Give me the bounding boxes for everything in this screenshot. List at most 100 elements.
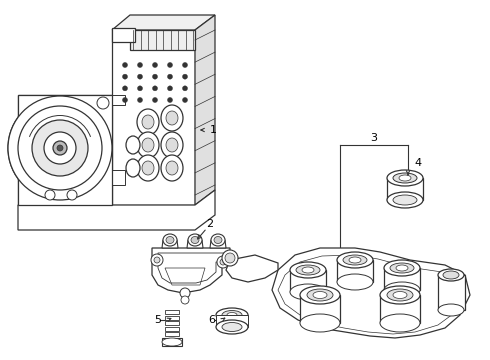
Ellipse shape bbox=[307, 289, 333, 301]
Polygon shape bbox=[18, 190, 215, 230]
Polygon shape bbox=[195, 15, 215, 205]
Ellipse shape bbox=[44, 132, 76, 164]
Ellipse shape bbox=[399, 175, 411, 181]
Polygon shape bbox=[337, 260, 373, 282]
Ellipse shape bbox=[122, 86, 127, 91]
Ellipse shape bbox=[313, 292, 327, 298]
Polygon shape bbox=[290, 270, 326, 292]
Polygon shape bbox=[112, 170, 125, 185]
Ellipse shape bbox=[438, 269, 464, 281]
Ellipse shape bbox=[296, 265, 320, 275]
Ellipse shape bbox=[32, 120, 88, 176]
Ellipse shape bbox=[387, 170, 423, 186]
Ellipse shape bbox=[53, 141, 67, 155]
Ellipse shape bbox=[337, 274, 373, 290]
Ellipse shape bbox=[181, 296, 189, 304]
Ellipse shape bbox=[67, 190, 77, 200]
Ellipse shape bbox=[393, 195, 417, 205]
Ellipse shape bbox=[396, 265, 408, 271]
Polygon shape bbox=[130, 30, 195, 50]
Polygon shape bbox=[112, 95, 125, 105]
Polygon shape bbox=[226, 255, 278, 282]
Ellipse shape bbox=[290, 284, 326, 300]
Ellipse shape bbox=[337, 252, 373, 268]
Ellipse shape bbox=[8, 96, 112, 200]
Polygon shape bbox=[112, 28, 135, 42]
Polygon shape bbox=[165, 315, 179, 320]
Ellipse shape bbox=[387, 289, 413, 301]
Polygon shape bbox=[152, 248, 230, 293]
Polygon shape bbox=[387, 178, 423, 200]
Ellipse shape bbox=[182, 98, 188, 103]
Text: 6: 6 bbox=[209, 315, 216, 325]
Polygon shape bbox=[165, 327, 179, 330]
Ellipse shape bbox=[384, 282, 420, 298]
Ellipse shape bbox=[180, 288, 190, 298]
Ellipse shape bbox=[138, 74, 143, 79]
Ellipse shape bbox=[182, 86, 188, 91]
Ellipse shape bbox=[216, 320, 248, 334]
Ellipse shape bbox=[161, 132, 183, 158]
Ellipse shape bbox=[302, 267, 314, 273]
Ellipse shape bbox=[97, 97, 109, 109]
Ellipse shape bbox=[343, 255, 367, 265]
Ellipse shape bbox=[300, 314, 340, 332]
Ellipse shape bbox=[443, 271, 459, 279]
Polygon shape bbox=[165, 310, 179, 314]
Ellipse shape bbox=[161, 105, 183, 131]
Ellipse shape bbox=[168, 63, 172, 68]
Ellipse shape bbox=[222, 250, 238, 266]
Ellipse shape bbox=[211, 234, 225, 246]
Ellipse shape bbox=[142, 161, 154, 175]
Text: 1: 1 bbox=[210, 125, 217, 135]
Ellipse shape bbox=[137, 132, 159, 158]
Ellipse shape bbox=[152, 86, 157, 91]
Ellipse shape bbox=[45, 190, 55, 200]
Ellipse shape bbox=[349, 257, 361, 263]
Ellipse shape bbox=[166, 111, 178, 125]
Ellipse shape bbox=[142, 115, 154, 129]
Polygon shape bbox=[162, 240, 178, 248]
Polygon shape bbox=[210, 240, 226, 248]
Ellipse shape bbox=[137, 109, 159, 135]
Ellipse shape bbox=[44, 132, 76, 164]
Ellipse shape bbox=[142, 138, 154, 152]
Polygon shape bbox=[380, 295, 420, 323]
Ellipse shape bbox=[152, 98, 157, 103]
Ellipse shape bbox=[18, 106, 102, 190]
Ellipse shape bbox=[57, 145, 63, 151]
Ellipse shape bbox=[387, 192, 423, 208]
Polygon shape bbox=[187, 240, 203, 248]
Text: 3: 3 bbox=[370, 133, 377, 143]
Ellipse shape bbox=[122, 98, 127, 103]
Ellipse shape bbox=[216, 308, 248, 322]
Ellipse shape bbox=[222, 323, 242, 332]
Polygon shape bbox=[112, 30, 195, 205]
Polygon shape bbox=[162, 338, 182, 346]
Ellipse shape bbox=[390, 263, 414, 273]
Ellipse shape bbox=[214, 237, 222, 243]
Ellipse shape bbox=[137, 155, 159, 181]
Ellipse shape bbox=[188, 234, 202, 246]
Ellipse shape bbox=[380, 314, 420, 332]
Ellipse shape bbox=[168, 74, 172, 79]
Ellipse shape bbox=[138, 98, 143, 103]
Ellipse shape bbox=[227, 312, 237, 318]
Ellipse shape bbox=[217, 256, 229, 268]
Ellipse shape bbox=[122, 74, 127, 79]
Text: 2: 2 bbox=[206, 219, 214, 229]
Ellipse shape bbox=[166, 161, 178, 175]
Ellipse shape bbox=[57, 145, 63, 151]
Ellipse shape bbox=[126, 136, 140, 154]
Polygon shape bbox=[165, 321, 179, 325]
Ellipse shape bbox=[182, 74, 188, 79]
Ellipse shape bbox=[154, 257, 160, 263]
Ellipse shape bbox=[53, 141, 67, 155]
Ellipse shape bbox=[222, 310, 242, 320]
Ellipse shape bbox=[438, 304, 464, 316]
Ellipse shape bbox=[384, 260, 420, 276]
Ellipse shape bbox=[8, 96, 112, 200]
Ellipse shape bbox=[191, 237, 199, 243]
Polygon shape bbox=[384, 268, 420, 290]
Ellipse shape bbox=[220, 259, 226, 265]
